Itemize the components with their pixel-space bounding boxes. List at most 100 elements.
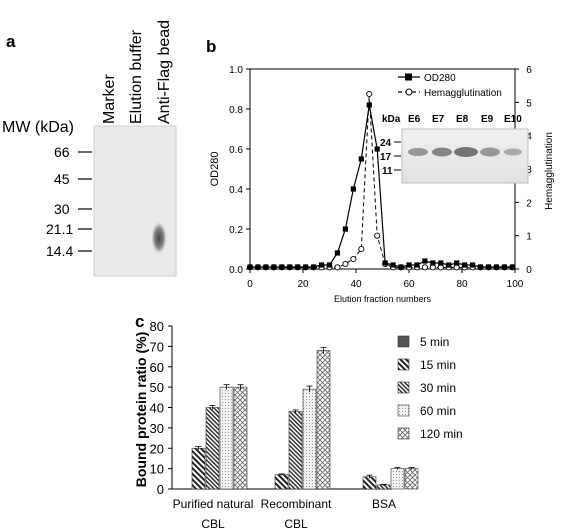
c-bar — [404, 468, 419, 490]
c-legend-label: 15 min — [420, 358, 456, 372]
b-y-tick-label: 0.6 — [229, 145, 243, 156]
od280-point — [430, 260, 436, 266]
c-legend-label: 5 min — [420, 335, 449, 349]
od280-point — [287, 264, 293, 270]
c-y-tick-label: 50 — [150, 380, 164, 395]
c-bar — [205, 407, 220, 490]
od280-point — [438, 260, 444, 266]
b-y-tick-label: 0.0 — [229, 265, 243, 276]
lane-label-anti-flag-bead: Anti-Flag bead — [156, 20, 173, 124]
b-x-tick-label: 20 — [297, 279, 309, 290]
c-bar — [233, 386, 248, 490]
c-legend-swatch — [397, 427, 410, 440]
od280-point — [509, 264, 515, 270]
b-y2-tick-label: 5 — [526, 98, 532, 109]
b-y2-tick-label: 3 — [526, 165, 532, 176]
od280-point — [446, 262, 452, 268]
od280-point — [271, 264, 277, 270]
c-category-label: Purified natural — [173, 497, 254, 511]
c-y-tick-label: 0 — [157, 482, 164, 497]
inset-gel: kDa E6 E7 E8 E9 E10 24 17 11 — [380, 114, 529, 184]
legend-od280-marker — [405, 73, 412, 81]
inset-marker-24: 24 — [380, 138, 392, 149]
inset-lane-e10: E10 — [504, 114, 522, 125]
b-x-tick-label: 100 — [507, 279, 524, 290]
inset-band-e6 — [408, 148, 428, 156]
od280-point — [382, 260, 388, 266]
c-category-label-line2: CBL — [201, 517, 225, 531]
mw-marker-66: 66 — [54, 144, 70, 160]
inset-lane-e6: E6 — [408, 114, 421, 125]
c-legend-label: 60 min — [420, 404, 456, 418]
panel-c-bars — [191, 346, 419, 490]
inset-kda-label: kDa — [382, 114, 401, 125]
gel-band — [151, 221, 167, 255]
legend-od280-label: OD280 — [424, 73, 456, 84]
od280-point — [414, 262, 420, 268]
od280-point — [311, 264, 317, 270]
od280-point — [485, 264, 492, 270]
panel-a-label: a — [6, 32, 16, 51]
b-y-tick-label: 0.8 — [229, 105, 243, 116]
hemagglutination-point — [358, 245, 365, 253]
hemagglutination-point — [421, 264, 428, 271]
panel-b-series — [246, 90, 516, 271]
b-x-tick-label: 0 — [247, 279, 253, 290]
c-y-tick-label: 30 — [150, 421, 164, 436]
inset-lane-e9: E9 — [481, 114, 494, 125]
c-bar — [219, 386, 234, 490]
inset-band-e8 — [454, 147, 478, 157]
c-y-tick-label: 20 — [150, 441, 164, 456]
od280-point — [263, 264, 269, 270]
inset-lane-e7: E7 — [432, 114, 445, 125]
lane-label-elution-buffer: Elution buffer — [128, 29, 145, 124]
c-legend-swatch — [397, 404, 410, 417]
c-bar — [390, 468, 405, 490]
od280-point — [462, 262, 468, 268]
inset-marker-11: 11 — [382, 166, 393, 177]
c-bar — [288, 411, 303, 490]
series-od280-line — [250, 104, 513, 268]
b-y-axis-label: OD280 — [209, 152, 221, 187]
mw-title: MW (kDa) — [2, 119, 74, 136]
c-category-label-line2: CBL — [284, 517, 308, 531]
od280-point — [477, 264, 484, 270]
lane-label-marker: Marker — [101, 74, 118, 124]
mw-marker-30: 30 — [54, 201, 70, 217]
panel-c-legend: 5 min 15 min 30 min 60 min 120 min — [397, 335, 463, 441]
b-y-tick-label: 0.2 — [229, 225, 243, 236]
od280-point — [350, 186, 356, 192]
panel-b-legend: OD280 Hemagglutination — [398, 73, 502, 99]
od280-point — [295, 264, 301, 270]
c-legend-label: 120 min — [420, 427, 463, 441]
c-y-tick-label: 80 — [150, 319, 164, 334]
hemagglutination-point — [374, 232, 381, 239]
c-legend-swatch — [397, 335, 410, 348]
od280-point — [334, 250, 341, 256]
c-bar — [191, 447, 206, 490]
od280-point — [470, 262, 476, 268]
hemagglutination-point — [366, 90, 373, 98]
c-bar — [316, 350, 331, 490]
c-legend-swatch — [397, 358, 410, 371]
od280-point — [454, 260, 460, 266]
od280-point — [255, 264, 261, 270]
hemagglutination-point — [342, 260, 349, 268]
od280-point — [493, 264, 500, 270]
od280-point — [366, 102, 372, 108]
c-bar — [302, 388, 317, 490]
od280-point — [501, 264, 507, 270]
c-y-tick-label: 70 — [150, 339, 164, 354]
b-y-tick-label: 0.4 — [229, 185, 243, 196]
c-legend-swatch — [397, 381, 410, 394]
od280-point — [406, 262, 412, 268]
inset-band-e7 — [432, 147, 452, 157]
od280-point — [422, 258, 428, 264]
od280-point — [318, 262, 325, 268]
panel-a: a MW (kDa) Marker Elution buffer Anti-Fl… — [2, 20, 177, 277]
panel-b-label: b — [206, 37, 216, 56]
c-category-label: BSA — [372, 497, 396, 511]
